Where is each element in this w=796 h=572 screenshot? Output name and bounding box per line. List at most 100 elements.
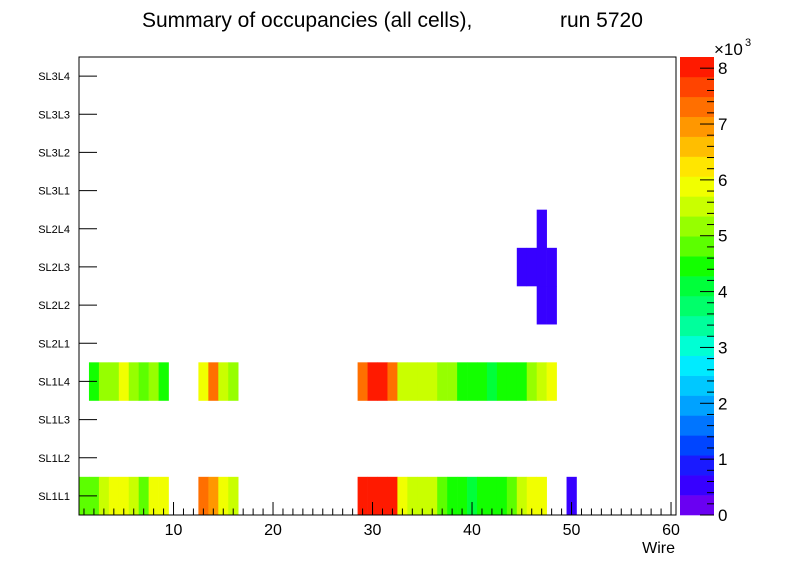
cell-sl1l1-wire-43 — [496, 476, 508, 516]
color-scale-tick-label-5: 5 — [718, 227, 727, 246]
color-scale-band — [680, 375, 714, 396]
cell-sl1l4-wire-9 — [158, 362, 169, 401]
color-scale-band — [680, 355, 714, 376]
color-scale-band — [680, 96, 714, 118]
cell-sl1l1-wire-29 — [357, 476, 368, 516]
color-scale-band — [680, 395, 714, 416]
color-scale-band — [680, 196, 714, 217]
cell-sl1l1-wire-33 — [397, 476, 408, 516]
cell-sl1l4-wire-45 — [516, 362, 528, 401]
cell-sl1l4-wire-41 — [477, 362, 488, 401]
cell-sl2l2-wire-47 — [536, 286, 547, 325]
cell-sl1l1-wire-37 — [437, 476, 448, 516]
cell-sl1l1-wire-46 — [526, 476, 537, 516]
color-scale-exponent-power: 3 — [745, 37, 751, 49]
cell-sl1l1-wire-15 — [218, 476, 229, 516]
color-scale: 0 1 2 3 4 5 6 7 8 — [680, 57, 727, 525]
cell-sl1l4-wire-5 — [118, 362, 130, 401]
y-tick-label-sl2l1: SL2L1 — [38, 338, 70, 350]
cell-sl1l4-wire-46 — [526, 362, 537, 401]
x-tick-label-60: 60 — [662, 522, 680, 539]
cell-sl1l1-wire-38 — [447, 476, 458, 516]
cell-sl1l4-wire-7 — [138, 362, 149, 401]
cell-sl1l1-wire-9 — [158, 476, 169, 516]
color-scale-tick-label-8: 8 — [718, 59, 727, 78]
cell-sl1l1-wire-44 — [506, 476, 518, 516]
y-tick-label-sl3l2: SL3L2 — [38, 147, 70, 159]
cell-sl1l4-wire-39 — [457, 362, 468, 401]
color-scale-tick-label-4: 4 — [718, 283, 727, 302]
cell-sl1l4-wire-4 — [108, 362, 120, 401]
cell-sl1l1-wire-8 — [148, 476, 159, 516]
cell-sl1l4-wire-36 — [427, 362, 438, 401]
cell-sl1l4-wire-33 — [397, 362, 408, 401]
cell-sl1l1-wire-4 — [108, 476, 120, 516]
cell-sl1l4-wire-38 — [447, 362, 458, 401]
cell-sl2l4-wire-47 — [536, 209, 547, 249]
cell-sl1l1-wire-31 — [377, 476, 388, 516]
cell-sl1l4-wire-48 — [546, 362, 557, 401]
color-scale-band — [680, 176, 714, 197]
cell-sl1l1-wire-34 — [407, 476, 418, 516]
y-tick-label-sl2l3: SL2L3 — [38, 262, 70, 274]
cell-sl1l4-wire-31 — [377, 362, 388, 401]
cell-sl1l1-wire-42 — [486, 476, 498, 516]
cell-sl1l1-wire-16 — [228, 476, 239, 516]
color-scale-tick-label-3: 3 — [718, 338, 727, 357]
cell-sl1l4-wire-14 — [208, 362, 219, 401]
color-scale-band — [680, 295, 714, 317]
cell-sl2l3-wire-46 — [526, 247, 537, 287]
color-scale-exponent: ×10 3 — [714, 37, 751, 59]
color-scale-band — [680, 57, 714, 78]
y-tick-label-sl2l4: SL2L4 — [38, 224, 70, 236]
cell-sl1l1-wire-39 — [457, 476, 468, 516]
cell-sl1l4-wire-32 — [387, 362, 398, 401]
y-axis: SL1L1 SL1L2 SL1L3 SL1L4 SL2L1 SL2L2 SL2L3 SL2L4… — [38, 71, 97, 503]
cell-sl1l4-wire-16 — [228, 362, 239, 401]
y-tick-label-sl1l4: SL1L4 — [38, 376, 70, 388]
color-scale-band — [680, 435, 714, 456]
color-scale-band — [680, 236, 714, 257]
cell-sl1l1-wire-50 — [566, 476, 577, 516]
cell-sl1l4-wire-34 — [407, 362, 418, 401]
cell-sl1l4-wire-37 — [437, 362, 448, 401]
color-scale-band — [680, 156, 714, 177]
color-scale-exponent-base: ×10 — [714, 40, 743, 59]
cell-sl1l4-wire-43 — [496, 362, 508, 401]
color-scale-band — [680, 136, 714, 157]
cell-sl1l1-wire-7 — [138, 476, 149, 516]
y-tick-label-sl3l4: SL3L4 — [38, 71, 70, 83]
y-tick-label-sl1l3: SL1L3 — [38, 415, 70, 427]
color-scale-band — [680, 415, 714, 436]
cell-sl1l4-wire-15 — [218, 362, 229, 401]
color-scale-tick-label-2: 2 — [718, 394, 727, 413]
cell-sl1l4-wire-29 — [357, 362, 368, 401]
cell-sl1l4-wire-35 — [417, 362, 428, 401]
y-tick-label-sl1l1: SL1L1 — [38, 491, 70, 503]
cell-sl1l1-wire-35 — [417, 476, 428, 516]
color-scale-band — [680, 455, 714, 476]
cell-sl2l2-wire-48 — [546, 286, 557, 325]
color-scale-band — [680, 256, 714, 277]
cell-sl1l4-wire-13 — [198, 362, 209, 401]
cell-sl1l1-wire-14 — [208, 476, 219, 516]
cell-sl1l1-wire-36 — [427, 476, 438, 516]
cell-sl1l4-wire-40 — [467, 362, 478, 401]
cell-sl1l4-wire-30 — [367, 362, 378, 401]
cell-sl1l1-wire-6 — [128, 476, 139, 516]
cell-sl1l4-wire-42 — [486, 362, 498, 401]
cell-sl2l3-wire-47 — [536, 247, 547, 287]
cell-sl2l3-wire-48 — [546, 247, 557, 287]
color-scale-tick-label-0: 0 — [718, 506, 727, 525]
cell-sl1l4-wire-8 — [148, 362, 159, 401]
color-scale-tick-label-6: 6 — [718, 171, 727, 190]
color-scale-band — [680, 495, 714, 516]
cell-sl1l1-wire-40 — [467, 476, 478, 516]
cell-sl1l4-wire-3 — [98, 362, 110, 401]
cell-sl1l1-wire-41 — [477, 476, 488, 516]
x-tick-label-40: 40 — [463, 522, 481, 539]
color-scale-tick-label-1: 1 — [718, 450, 727, 469]
x-tick-label-30: 30 — [364, 522, 382, 539]
color-scale-band — [680, 276, 714, 297]
cell-sl1l1-wire-32 — [387, 476, 398, 516]
